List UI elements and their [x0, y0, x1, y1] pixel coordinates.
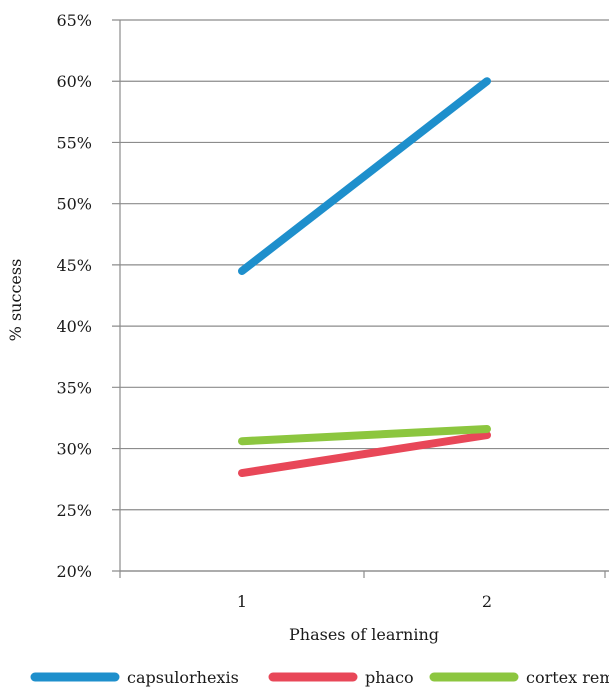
- y-tick-label: 35%: [56, 378, 92, 397]
- legend-label: cortex removal: [526, 668, 609, 687]
- x-tick-label: 2: [482, 592, 492, 611]
- y-tick-label: 55%: [56, 133, 92, 152]
- legend-label: capsulorhexis: [127, 668, 239, 687]
- y-tick-labels: 20% 25% 30% 35% 40% 45% 50% 55% 60% 65%: [56, 11, 92, 581]
- y-tick-label: 30%: [56, 440, 92, 459]
- legend: capsulorhexis phaco cortex removal: [30, 668, 609, 687]
- x-axis-title: Phases of learning: [289, 625, 439, 644]
- y-axis-title: % success: [6, 259, 25, 342]
- gridlines: [112, 19, 609, 572]
- series-line-1: [238, 431, 491, 478]
- y-tick-label: 40%: [56, 317, 92, 336]
- y-tick-label: 50%: [56, 195, 92, 214]
- series-line-0: [238, 77, 491, 276]
- series-lines: [238, 77, 491, 478]
- y-tick-label: 45%: [56, 256, 92, 275]
- y-tick-label: 20%: [56, 562, 92, 581]
- legend-label: phaco: [365, 668, 414, 687]
- y-tick-label: 60%: [56, 72, 92, 91]
- y-tick-label: 25%: [56, 501, 92, 520]
- x-tick-label: 1: [237, 592, 247, 611]
- axes: [119, 20, 609, 578]
- y-tick-label: 65%: [56, 11, 92, 30]
- series-line-2: [238, 424, 491, 446]
